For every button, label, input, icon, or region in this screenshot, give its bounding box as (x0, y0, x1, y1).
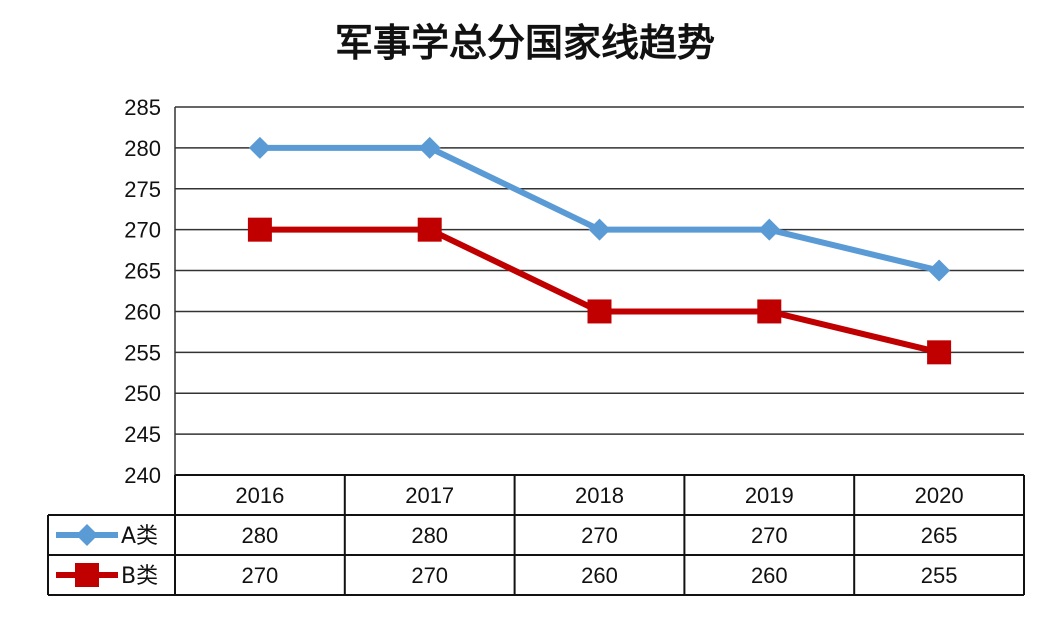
y-tick-label: 265 (124, 259, 161, 284)
y-tick-label: 285 (124, 95, 161, 120)
data-table-value: 280 (242, 523, 279, 548)
x-category-label: 2018 (575, 483, 624, 508)
legend-label: B类 (121, 564, 158, 589)
series-line (259, 144, 940, 274)
data-table-value: 270 (751, 523, 788, 548)
data-table-value: 270 (411, 563, 448, 588)
x-category-label: 2016 (235, 483, 284, 508)
data-table-value: 260 (581, 563, 618, 588)
data-table-value: 255 (921, 563, 958, 588)
data-point (758, 218, 781, 241)
data-point (248, 136, 271, 159)
x-category-label: 2019 (745, 483, 794, 508)
legend-label: A类 (121, 524, 158, 549)
y-tick-label: 270 (124, 218, 161, 243)
legend-marker (75, 563, 99, 587)
y-tick-label: 260 (124, 299, 161, 324)
y-tick-label: 245 (124, 422, 161, 447)
data-point (587, 299, 612, 324)
data-table-value: 270 (581, 523, 618, 548)
data-point (927, 340, 952, 365)
data-point (418, 136, 441, 159)
y-tick-label: 280 (124, 136, 161, 161)
chart-title: 军事学总分国家线趋势 (334, 20, 715, 65)
data-point (588, 218, 611, 241)
data-table-value: 265 (921, 523, 958, 548)
legend-marker (76, 524, 98, 546)
data-table-value: 280 (411, 523, 448, 548)
data-point (928, 259, 951, 282)
y-tick-label: 240 (124, 463, 161, 488)
y-tick-label: 275 (124, 177, 161, 202)
y-tick-label: 250 (124, 381, 161, 406)
data-table-value: 270 (242, 563, 279, 588)
data-point (417, 217, 442, 242)
x-category-label: 2017 (405, 483, 454, 508)
data-point (247, 217, 272, 242)
data-table-value: 260 (751, 563, 788, 588)
y-tick-label: 255 (124, 340, 161, 365)
data-point (757, 299, 782, 324)
x-category-label: 2020 (915, 483, 964, 508)
